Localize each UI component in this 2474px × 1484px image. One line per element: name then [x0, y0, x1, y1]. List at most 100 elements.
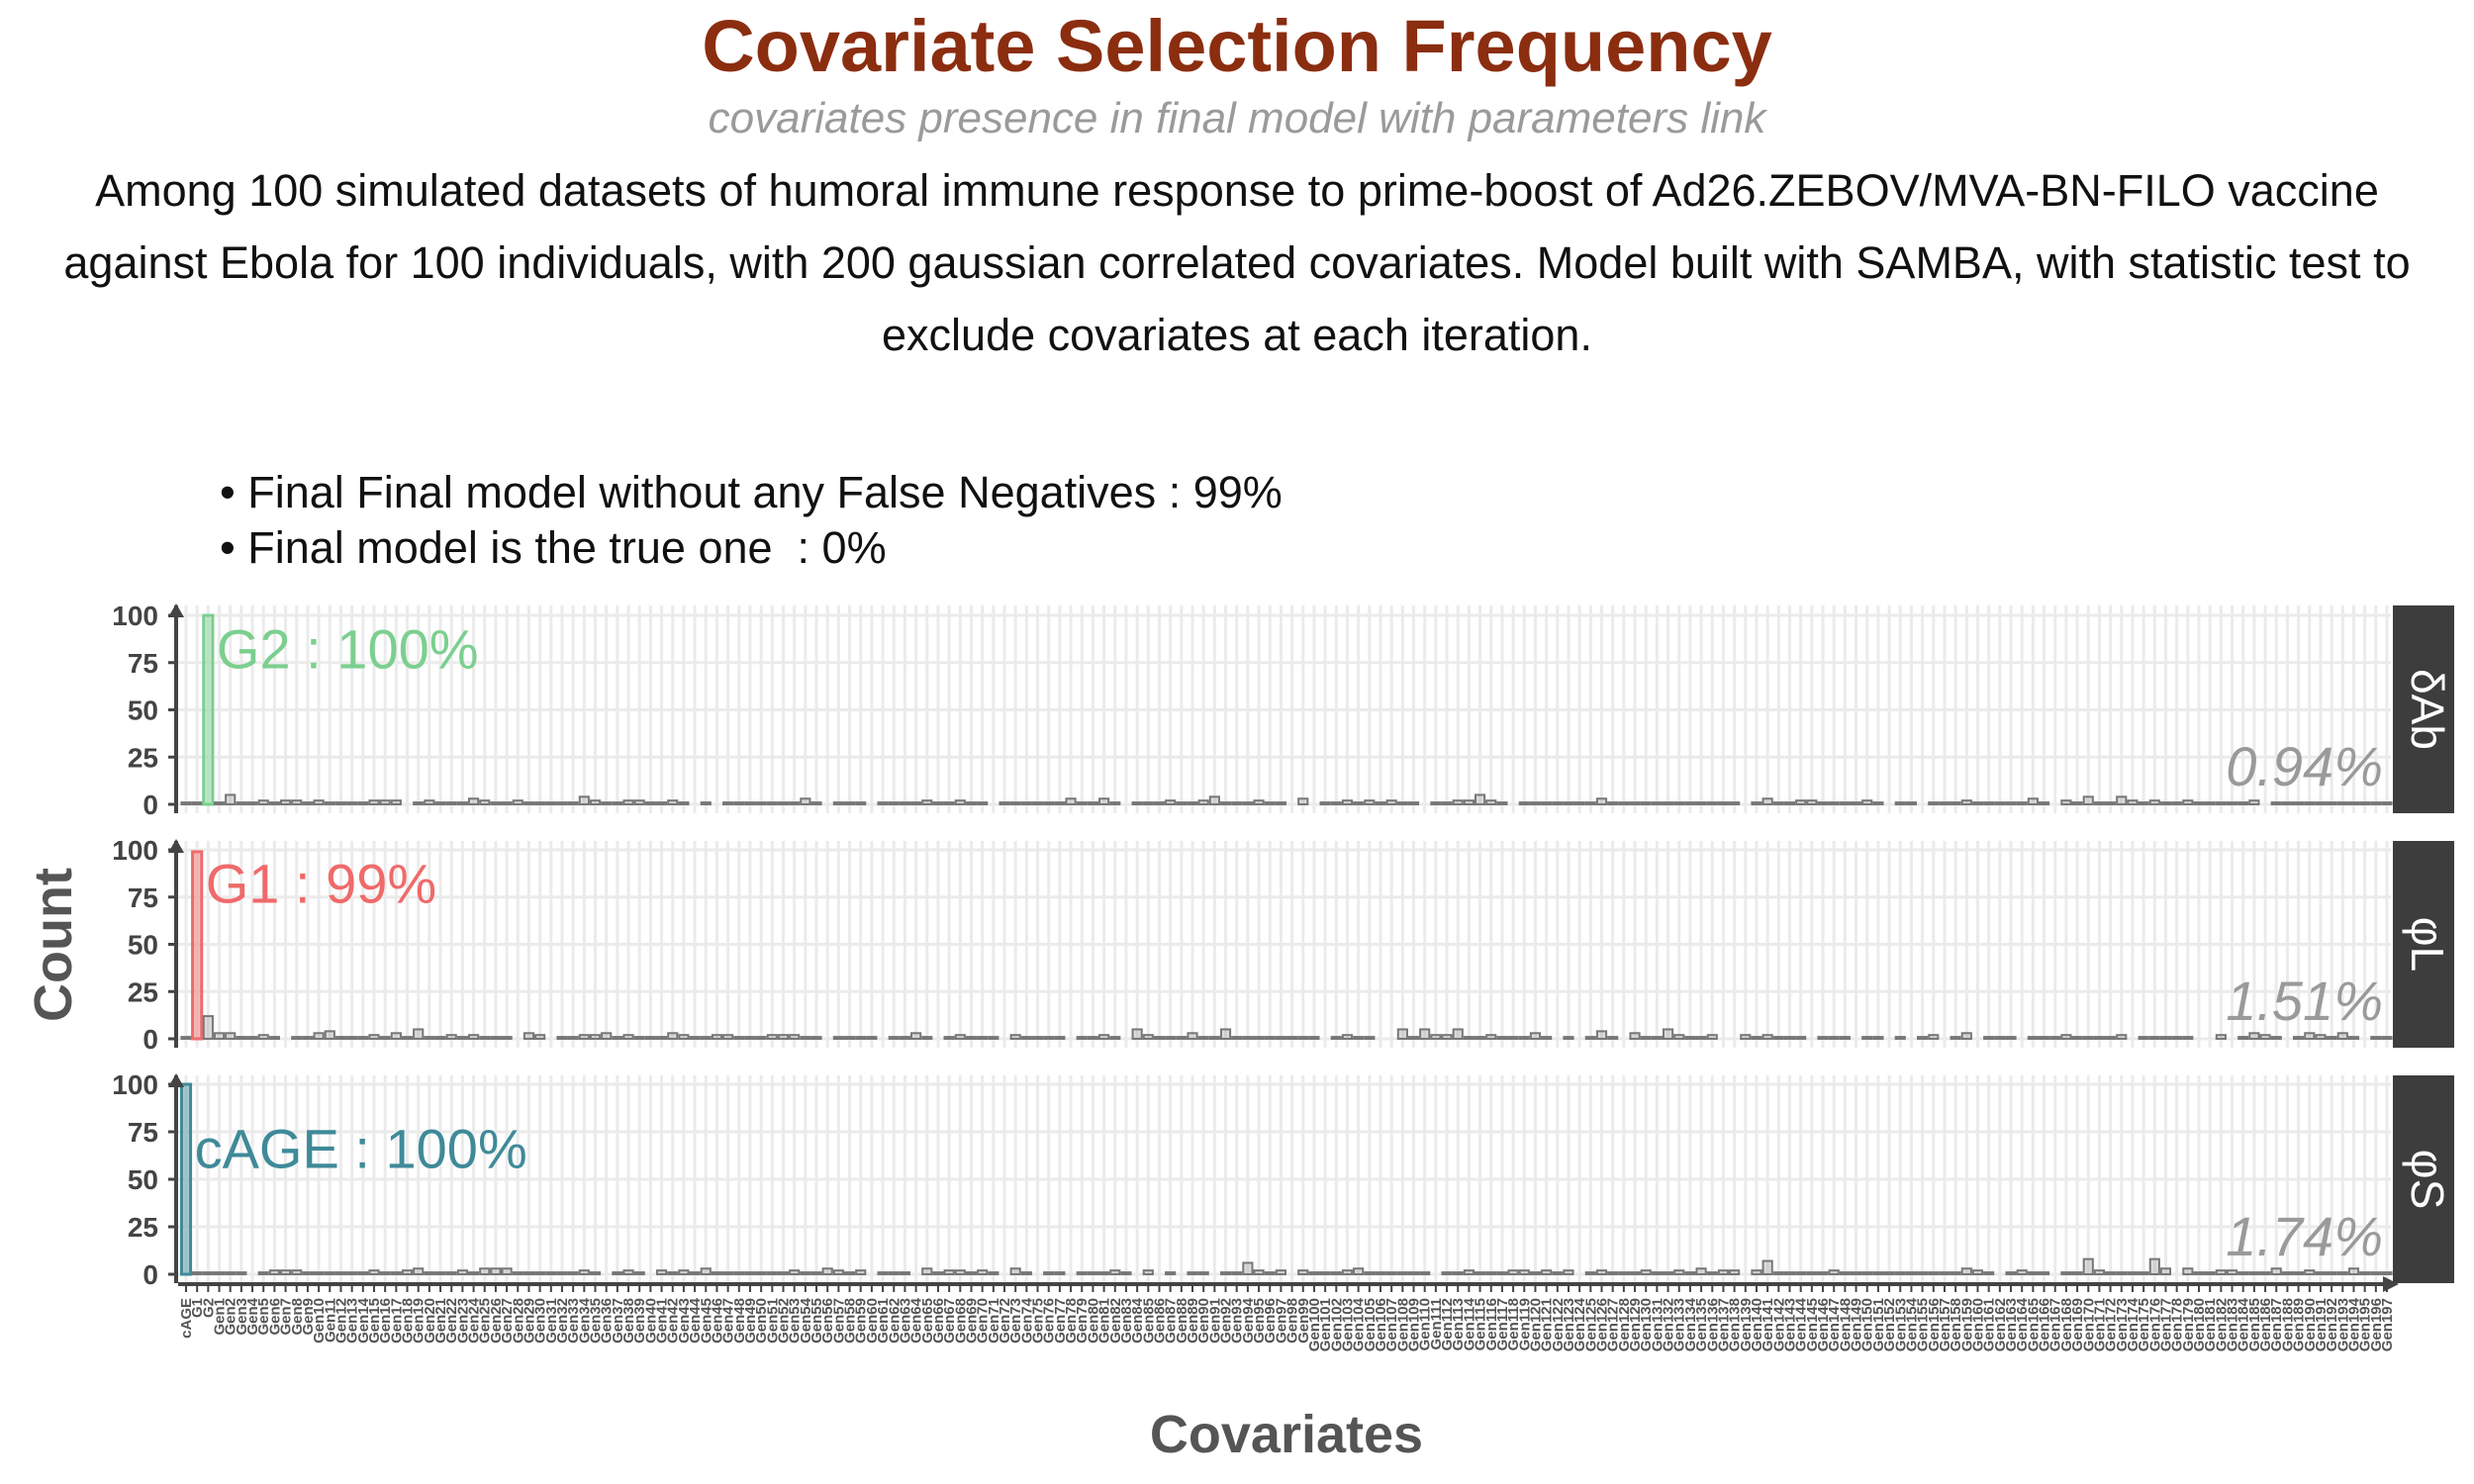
x-tick-label: Gen193 — [2334, 1298, 2351, 1351]
bar-Gen42 — [667, 1032, 679, 1041]
bar-Gen25 — [479, 1036, 491, 1040]
bar-Gen138 — [1729, 801, 1741, 806]
bar-Gen52 — [777, 1271, 790, 1275]
bar-Gen88 — [1176, 801, 1188, 806]
x-tick-label: Gen87 — [1163, 1298, 1180, 1344]
bar-Gen138 — [1729, 1269, 1741, 1276]
bar-Gen51 — [766, 801, 778, 806]
bar-Gen137 — [1717, 801, 1730, 806]
bar-Gen35 — [589, 1271, 602, 1275]
x-tick-label: Gen195 — [2357, 1298, 2374, 1351]
bar-Gen65 — [921, 1036, 933, 1040]
x-tick-label: Gen134 — [1682, 1297, 1699, 1351]
bar-Gen143 — [1783, 1271, 1796, 1275]
x-tick-label: Gen11 — [322, 1298, 338, 1343]
bar-Gen49 — [744, 1036, 756, 1040]
x-tick-label: Gen106 — [1373, 1298, 1389, 1351]
bar-Gen132 — [1662, 801, 1674, 806]
bar-Gen9 — [302, 1271, 314, 1275]
bar-Gen96 — [1264, 1036, 1276, 1040]
bar-Gen50 — [755, 801, 767, 806]
bar-Gen74 — [1020, 1271, 1032, 1275]
bar-Gen55 — [810, 1271, 822, 1275]
y-tick-label: 75 — [128, 648, 158, 679]
bar-Gen168 — [2060, 1034, 2072, 1041]
x-tick-label: Gen62 — [886, 1298, 903, 1344]
bar-Gen161 — [1983, 801, 1995, 806]
bar-Gen188 — [2281, 1271, 2293, 1275]
bar-Gen189 — [2293, 1036, 2305, 1040]
bar-Gen77 — [1054, 801, 1066, 806]
bar-Gen24 — [467, 797, 480, 806]
bar-Gen35 — [589, 799, 602, 805]
bar-Gen104 — [1353, 1036, 1365, 1040]
x-tick-label: Gen19 — [411, 1298, 428, 1344]
bar-Gen153 — [1894, 801, 1906, 806]
bar-Gen72 — [999, 801, 1010, 806]
bar-G1 — [191, 801, 203, 806]
bar-Gen101 — [1319, 801, 1331, 806]
bar-Gen166 — [2038, 1271, 2050, 1275]
bar-Gen115 — [1474, 1271, 1486, 1275]
x-tick-label: Gen99 — [1295, 1298, 1312, 1344]
x-tick-label: Gen172 — [2103, 1298, 2120, 1351]
bar-Gen3 — [236, 1271, 247, 1275]
x-tick-label: Gen101 — [1317, 1298, 1334, 1351]
x-tick-label: Gen45 — [698, 1298, 714, 1344]
bar-Gen29 — [523, 1271, 535, 1275]
bar-Gen191 — [2315, 1034, 2327, 1041]
bar-Gen29 — [523, 1032, 535, 1041]
y-tick-label: 75 — [128, 882, 158, 913]
bar-Gen53 — [789, 1269, 801, 1276]
bar-Gen67 — [943, 1036, 955, 1040]
bar-Gen106 — [1375, 801, 1386, 806]
bar-Gen191 — [2315, 1271, 2327, 1275]
bar-Gen162 — [1994, 1036, 2006, 1040]
bar-Gen95 — [1253, 1036, 1265, 1040]
bar-Gen46 — [711, 1271, 723, 1275]
bar-Gen65 — [921, 799, 933, 805]
bar-Gen97 — [1275, 801, 1286, 806]
bar-Gen81 — [1098, 797, 1110, 806]
bar-Gen180 — [2193, 1271, 2205, 1275]
x-tick-label: Gen161 — [1981, 1298, 1998, 1351]
bar-Gen155 — [1917, 1036, 1929, 1040]
bar-Gen54 — [800, 1271, 811, 1275]
bar-Gen142 — [1772, 1271, 1784, 1275]
bar-Gen19 — [413, 801, 425, 806]
bar-Gen190 — [2304, 1269, 2316, 1276]
x-tick-label: Gen154 — [1903, 1297, 1920, 1351]
bar-Gen59 — [855, 1269, 867, 1276]
bar-Gen42 — [667, 1271, 679, 1275]
x-tick-label: Gen30 — [532, 1298, 549, 1344]
bar-Gen179 — [2182, 1036, 2194, 1040]
bar-Gen192 — [2326, 1036, 2337, 1040]
bar-Gen69 — [965, 801, 978, 806]
bar-Gen178 — [2171, 1036, 2183, 1040]
x-tick-label: Gen185 — [2246, 1298, 2263, 1351]
bar-Gen165 — [2027, 1036, 2039, 1040]
bar-Gen146 — [1817, 1036, 1829, 1040]
bar-Gen87 — [1165, 1036, 1177, 1040]
bar-Gen96 — [1264, 1271, 1276, 1275]
x-tick-label: Gen25 — [477, 1298, 494, 1344]
x-axis-title: Covariates — [1150, 1405, 1423, 1464]
x-tick-label: Gen111 — [1428, 1298, 1445, 1350]
x-tick-label: Gen97 — [1273, 1298, 1289, 1344]
bar-Gen90 — [1197, 799, 1209, 805]
x-tick-label: cAGE — [178, 1298, 195, 1339]
x-tick-label: Gen131 — [1649, 1298, 1665, 1351]
bar-Gen103 — [1341, 1034, 1354, 1041]
bar-Gen80 — [1087, 1036, 1099, 1040]
bar-Gen85 — [1142, 801, 1154, 806]
bar-Gen6 — [268, 1269, 280, 1276]
bar-Gen122 — [1552, 1271, 1564, 1275]
bar-Gen8 — [291, 1269, 303, 1276]
bar-Gen136 — [1706, 1034, 1718, 1041]
x-tick-label: Gen136 — [1704, 1298, 1721, 1351]
x-tick-label: Gen32 — [554, 1298, 571, 1344]
x-tick-label: Gen64 — [908, 1297, 925, 1344]
bar-Gen95 — [1253, 1269, 1265, 1276]
x-tick-label: Gen85 — [1140, 1298, 1157, 1344]
x-tick-label: Gen66 — [930, 1298, 947, 1344]
